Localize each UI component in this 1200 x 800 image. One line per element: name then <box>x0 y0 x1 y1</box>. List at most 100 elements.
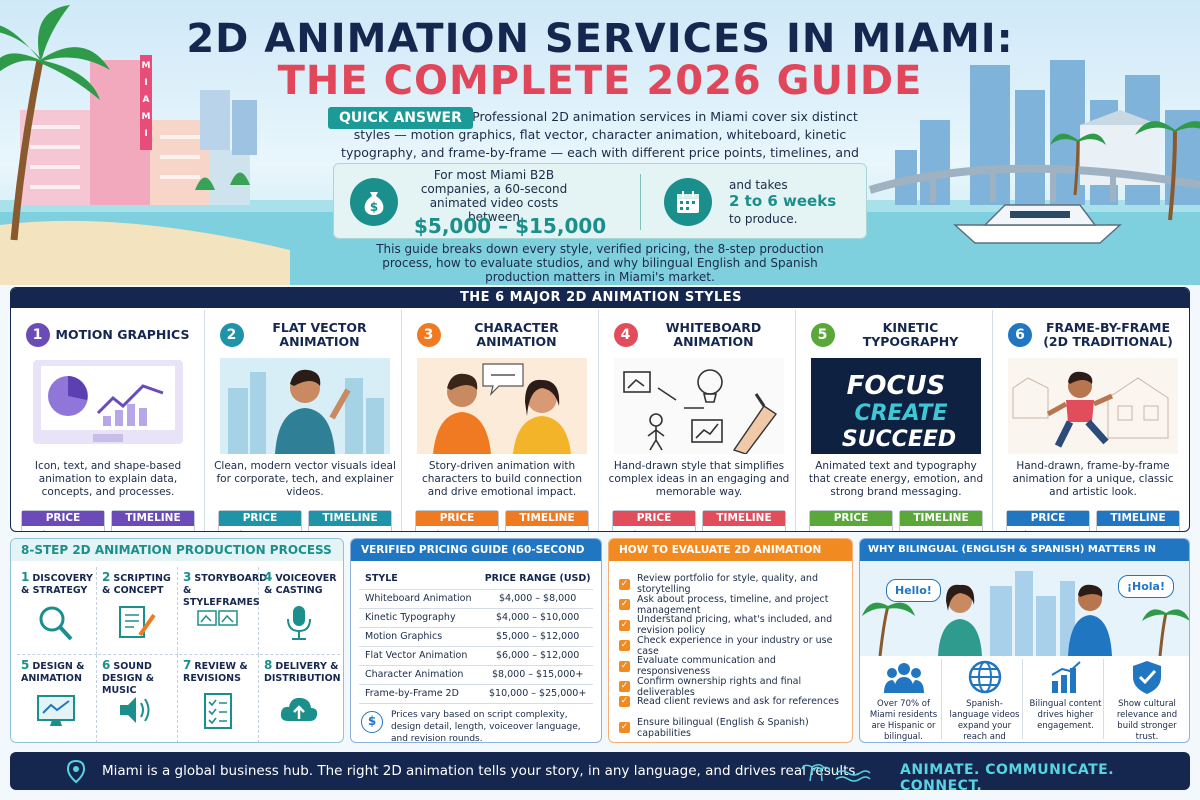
cost-divider <box>640 174 641 230</box>
style-card-header: 2 FLAT VECTOR ANIMATION <box>208 314 401 356</box>
style-card-5: 5 KINETIC TYPOGRAPHY FOCUS CREATE SUCCEED Ani… <box>799 310 993 531</box>
price-label: PRICE <box>613 511 695 526</box>
process-step-number: 2 <box>102 570 111 584</box>
price-box: PRICE$10,000 – $25,000+ <box>1006 510 1090 531</box>
evaluate-heading: HOW TO EVALUATE 2D ANIMATION STUDIOS <box>609 539 852 578</box>
process-step-label: VOICEOVER & CASTING <box>264 573 337 596</box>
process-step-title: 6 SOUND DESIGN & MUSIC <box>102 659 178 697</box>
process-step-3: 3 STORYBOARD & STYLEFRAMES <box>179 567 267 655</box>
process-step-2: 2 SCRIPTING & CONCEPT <box>98 567 178 655</box>
process-step-7: 7 REVIEW & REVISIONS <box>179 655 259 742</box>
pricing-row: Flat Vector Animation $6,000 – $12,000 <box>359 646 593 666</box>
bilingual-stat-text: Spanish-language videos expand your reac… <box>949 699 1020 742</box>
pricing-row: Whiteboard Animation $4,000 – $8,000 <box>359 589 593 609</box>
style-description: Icon, text, and shape-based animation to… <box>34 460 182 498</box>
style-card-header: 1 MOTION GRAPHICS <box>11 314 204 356</box>
pricing-note: Prices vary based on script complexity, … <box>391 710 581 743</box>
evaluate-item: ✓ Read client reviews and ask for referen… <box>619 696 839 707</box>
hotel-sign: MIAMI <box>141 61 151 139</box>
time-intro-text: and takes <box>729 178 788 192</box>
process-step-title: 5 DESIGN & ANIMATION <box>21 659 97 685</box>
style-illustration: FOCUS CREATE SUCCEED <box>811 358 981 454</box>
evaluate-item: ✓ Confirm ownership rights and final deli… <box>619 676 852 698</box>
people-group-icon <box>883 659 924 695</box>
process-step-5: 5 DESIGN & ANIMATION <box>17 655 97 742</box>
price-box: PRICE$4,000 – $10,000 <box>809 510 893 531</box>
style-description: Animated text and typography that create… <box>808 460 984 498</box>
checkbox-icon: ✓ <box>619 599 630 610</box>
style-illustration <box>417 358 587 454</box>
evaluate-item-text: Ask about process, timeline, and project… <box>637 593 829 616</box>
bar-chart-icon <box>1046 659 1086 695</box>
price-value: $8,000 – $15,000+ <box>416 526 498 531</box>
price-label: PRICE <box>810 511 892 526</box>
checkbox-icon: ✓ <box>619 640 630 651</box>
timeline-label: TIMELINE <box>900 511 982 526</box>
style-description: Hand-drawn style that simplifies complex… <box>608 460 790 498</box>
style-title: CHARACTER ANIMATION <box>474 320 559 349</box>
style-card-header: 6 FRAME-BY-FRAME (2D TRADITIONAL) <box>996 314 1189 356</box>
timeline-label: TIMELINE <box>1097 511 1179 526</box>
pricing-row: Character Animation $8,000 – $15,000+ <box>359 665 593 685</box>
price-label: PRICE <box>219 511 301 526</box>
process-step-title: 7 REVIEW & REVISIONS <box>183 659 259 685</box>
timeline-label: TIMELINE <box>112 511 194 526</box>
shield-check-icon <box>1127 659 1167 695</box>
bilingual-stat: Over 70% of Miami residents are Hispanic… <box>866 659 942 742</box>
svg-text:$: $ <box>370 200 378 214</box>
money-bag-icon: $ <box>350 178 398 226</box>
pricing-style-cell: Motion Graphics <box>359 627 477 647</box>
monitor-icon <box>35 691 77 731</box>
checkbox-icon: ✓ <box>619 660 630 672</box>
microphone-icon <box>278 603 320 643</box>
process-step-number: 5 <box>21 658 30 672</box>
cloud-upload-icon <box>278 691 320 731</box>
time-range-value: 2 to 6 weeks <box>729 192 837 210</box>
style-card-header: 4 WHITEBOARD ANIMATION <box>602 314 795 356</box>
checkbox-icon: ✓ <box>619 619 630 631</box>
process-step-number: 1 <box>21 570 30 584</box>
style-illustration <box>220 358 390 454</box>
pricing-price-cell: $4,000 – $10,000 <box>476 608 593 628</box>
style-card-4: 4 WHITEBOARD ANIMATION Hand-drawn style th… <box>602 310 796 531</box>
cost-intro-text: For most Miami B2B companies, a 60-secon… <box>420 168 568 224</box>
price-box: PRICE$5,000 – $12,000 <box>21 510 105 531</box>
process-step-title: 4 VOICEOVER & CASTING <box>264 571 340 597</box>
process-step-number: 8 <box>264 658 273 672</box>
hero-banner: MIAMI 2D ANIMATION SERVICES IN MIAMI: TH… <box>0 0 1200 285</box>
style-number-badge: 2 <box>219 323 244 347</box>
style-title: FRAME-BY-FRAME (2D TRADITIONAL) <box>1043 320 1173 349</box>
price-value: $5,000 – $12,000 <box>22 526 104 531</box>
pricing-style-cell: Whiteboard Animation <box>359 589 477 609</box>
price-value: $4,000 – $8,000 <box>613 526 695 531</box>
style-title: KINETIC TYPOGRAPHY <box>862 320 959 349</box>
price-value: $4,000 – $10,000 <box>810 526 892 531</box>
evaluate-item-text: Review portfolio for style, quality, and… <box>637 573 818 595</box>
process-step-label: STORYBOARD & STYLEFRAMES <box>183 573 268 608</box>
timeline-label: TIMELINE <box>703 511 785 526</box>
pricing-price-cell: $6,000 – $12,000 <box>476 646 593 666</box>
timeline-value: 4 – 8+ WEEKS <box>1097 526 1179 531</box>
cost-timeline-box: $ For most Miami B2B companies, a 60-sec… <box>333 163 867 239</box>
style-number-badge: 6 <box>1008 323 1032 347</box>
pricing-col-style: STYLE <box>359 569 477 590</box>
pricing-style-cell: Character Animation <box>359 665 477 685</box>
style-card-header: 3 CHARACTER ANIMATION <box>405 314 598 356</box>
palm-wave-icon <box>801 764 871 782</box>
process-step-label: DELIVERY & DISTRIBUTION <box>264 661 341 684</box>
time-outro-text: to produce. <box>729 212 798 226</box>
checkbox-icon: ✓ <box>619 722 630 733</box>
money-bag-note-icon: $ <box>361 711 383 733</box>
process-step-label: DISCOVERY & STRATEGY <box>21 573 93 596</box>
pricing-heading: VERIFIED PRICING GUIDE (60-SECOND VIDEO) <box>351 539 601 578</box>
evaluate-panel: HOW TO EVALUATE 2D ANIMATION STUDIOS ✓ Re… <box>608 538 853 743</box>
pricing-row: Frame-by-Frame 2D $10,000 – $25,000+ <box>359 684 593 704</box>
checkbox-icon: ✓ <box>619 681 630 692</box>
footer-tagline: ANIMATE. COMMUNICATE. CONNECT. <box>900 762 1115 794</box>
style-title: FLAT VECTOR ANIMATION <box>272 320 367 349</box>
storyboard-icon <box>197 603 239 643</box>
style-card-2: 2 FLAT VECTOR ANIMATION Clean, modern vect… <box>208 310 402 531</box>
bilingual-stat: Bilingual content drives higher engageme… <box>1028 659 1104 739</box>
